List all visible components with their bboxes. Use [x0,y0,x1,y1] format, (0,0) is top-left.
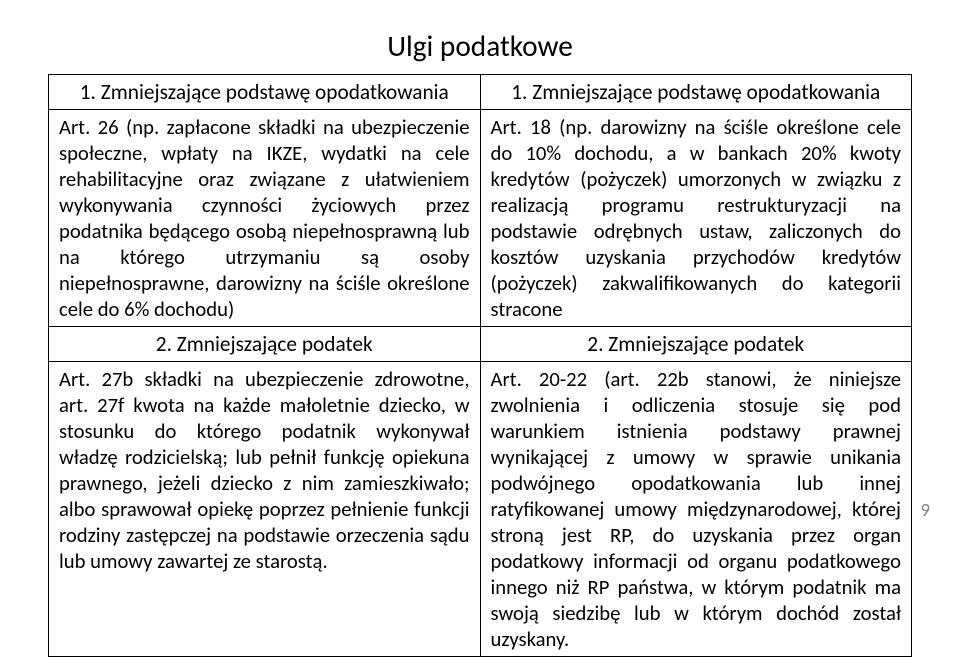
body-cell-right-1: Art. 18 (np. darowizny na ściśle określo… [480,110,912,327]
table-row: Art. 26 (np. zapłacone składki na ubezpi… [49,110,912,327]
page-number: 9 [921,499,930,522]
table-row: 2. Zmniejszające podatek 2. Zmniejszając… [49,327,912,362]
header-cell-right-1: 1. Zmniejszające podstawę opodatkowania [480,75,912,110]
table-row: 1. Zmniejszające podstawę opodatkowania … [49,75,912,110]
header-cell-left-1: 1. Zmniejszające podstawę opodatkowania [49,75,481,110]
body-cell-right-2: Art. 20-22 (art. 22b stanowi, że niniejs… [480,362,912,657]
slide-page: Ulgi podatkowe 1. Zmniejszające podstawę… [0,0,960,540]
header-cell-left-2: 2. Zmniejszające podatek [49,327,481,362]
body-cell-left-2: Art. 27b składki na ubezpieczenie zdrowo… [49,362,481,657]
header-cell-right-2: 2. Zmniejszające podatek [480,327,912,362]
body-cell-left-1: Art. 26 (np. zapłacone składki na ubezpi… [49,110,481,327]
page-title: Ulgi podatkowe [48,28,912,64]
content-table: 1. Zmniejszające podstawę opodatkowania … [48,74,912,657]
table-row: Art. 27b składki na ubezpieczenie zdrowo… [49,362,912,657]
